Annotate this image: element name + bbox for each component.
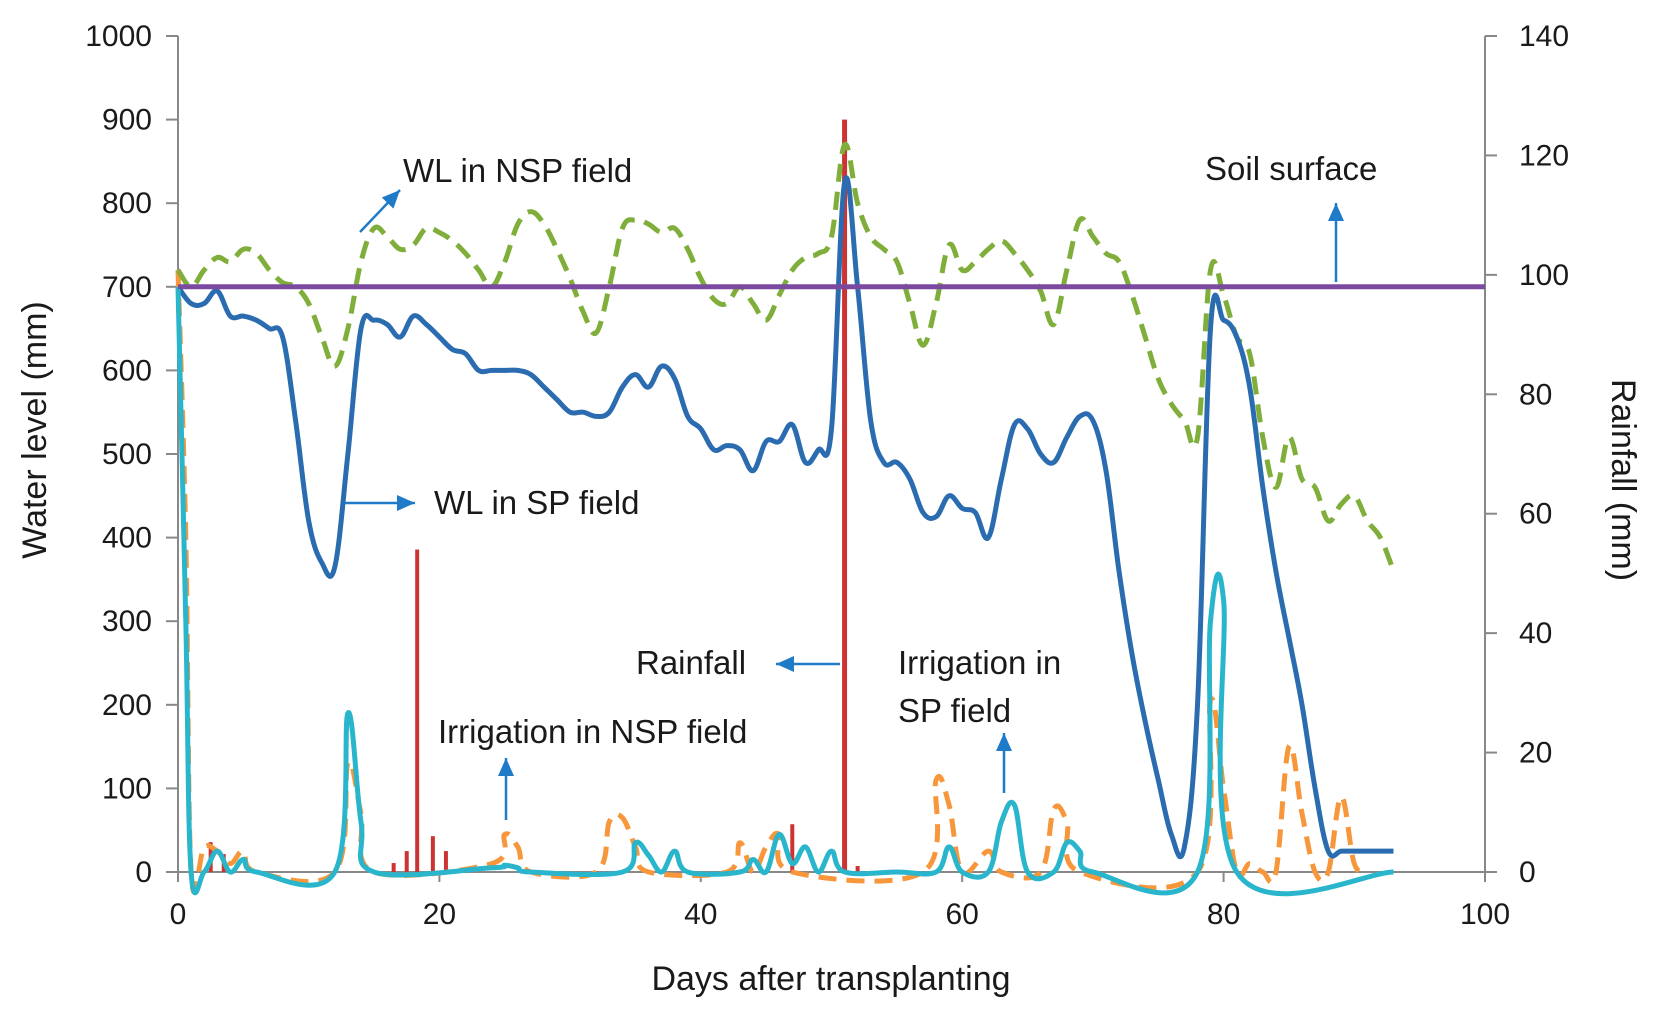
annotation-rainfall: Rainfall bbox=[636, 644, 746, 681]
y-axis-title: Water level (mm) bbox=[16, 301, 54, 559]
x-tick-label: 60 bbox=[946, 898, 979, 931]
y2-tick-label: 0 bbox=[1519, 856, 1536, 889]
x-tick-label: 100 bbox=[1460, 898, 1510, 931]
y-tick-label: 0 bbox=[135, 856, 152, 889]
wl-sp-line bbox=[175, 175, 1394, 859]
axis-titles-group: Days after transplanting Water level (mm… bbox=[16, 301, 1642, 998]
y-tick-label: 700 bbox=[102, 271, 152, 304]
y2-axis-title: Rainfall (mm) bbox=[1604, 379, 1642, 581]
y2-tick-label: 40 bbox=[1519, 617, 1552, 650]
annotation-nsp-wl: WL in NSP field bbox=[403, 152, 632, 189]
y-tick-label: 200 bbox=[102, 689, 152, 722]
x-tick-label: 80 bbox=[1207, 898, 1240, 931]
arrow-head bbox=[397, 495, 415, 511]
rainfall-bar bbox=[790, 824, 795, 872]
y-tick-label: 300 bbox=[102, 605, 152, 638]
annotation-irrigation-nsp: Irrigation in NSP field bbox=[438, 713, 747, 750]
y2-tick-label: 100 bbox=[1519, 259, 1569, 292]
y2-tick-label: 80 bbox=[1519, 378, 1552, 411]
rainfall-bar bbox=[842, 119, 848, 873]
annotations-group: WL in NSP field Soil surface WL in SP fi… bbox=[345, 150, 1377, 820]
x-tick-label: 0 bbox=[170, 898, 187, 931]
y-tick-label: 1000 bbox=[85, 20, 152, 53]
arrow-head bbox=[498, 758, 514, 776]
x-axis-title: Days after transplanting bbox=[651, 960, 1010, 998]
rainfall-bar bbox=[443, 851, 448, 872]
y-tick-label: 600 bbox=[102, 354, 152, 387]
y-tick-label: 500 bbox=[102, 438, 152, 471]
arrow-head bbox=[776, 656, 794, 672]
y2-tick-label: 20 bbox=[1519, 737, 1552, 770]
annotation-irrigation-sp-line2: SP field bbox=[898, 692, 1011, 729]
y2-tick-label: 120 bbox=[1519, 139, 1569, 172]
x-tick-label: 40 bbox=[684, 898, 717, 931]
rainfall-bar bbox=[430, 836, 435, 872]
y-tick-label: 100 bbox=[102, 772, 152, 805]
rainfall-bar bbox=[404, 851, 409, 872]
y-tick-label: 400 bbox=[102, 522, 152, 555]
irrigation-sp-line bbox=[175, 286, 1394, 897]
x-tick-label: 20 bbox=[423, 898, 456, 931]
arrow-head bbox=[1328, 203, 1344, 221]
y2-tick-label: 60 bbox=[1519, 498, 1552, 531]
arrow-head bbox=[996, 733, 1012, 751]
y-tick-label: 900 bbox=[102, 104, 152, 137]
wl-nsp-line bbox=[175, 142, 1396, 572]
rainfall-bar bbox=[415, 549, 420, 872]
annotation-sp-wl: WL in SP field bbox=[434, 484, 639, 521]
ticks-group: 0100200300400500600700800900100002040608… bbox=[85, 20, 1569, 931]
y-tick-label: 800 bbox=[102, 187, 152, 220]
series-lines-group bbox=[175, 142, 1485, 897]
rainfall-bar bbox=[391, 863, 396, 872]
rainfall-bar bbox=[855, 866, 860, 872]
annotation-irrigation-sp-line1: Irrigation in bbox=[898, 644, 1061, 681]
arrow-head bbox=[381, 190, 400, 209]
annotation-soil-surface: Soil surface bbox=[1205, 150, 1377, 187]
y2-tick-label: 140 bbox=[1519, 20, 1569, 53]
